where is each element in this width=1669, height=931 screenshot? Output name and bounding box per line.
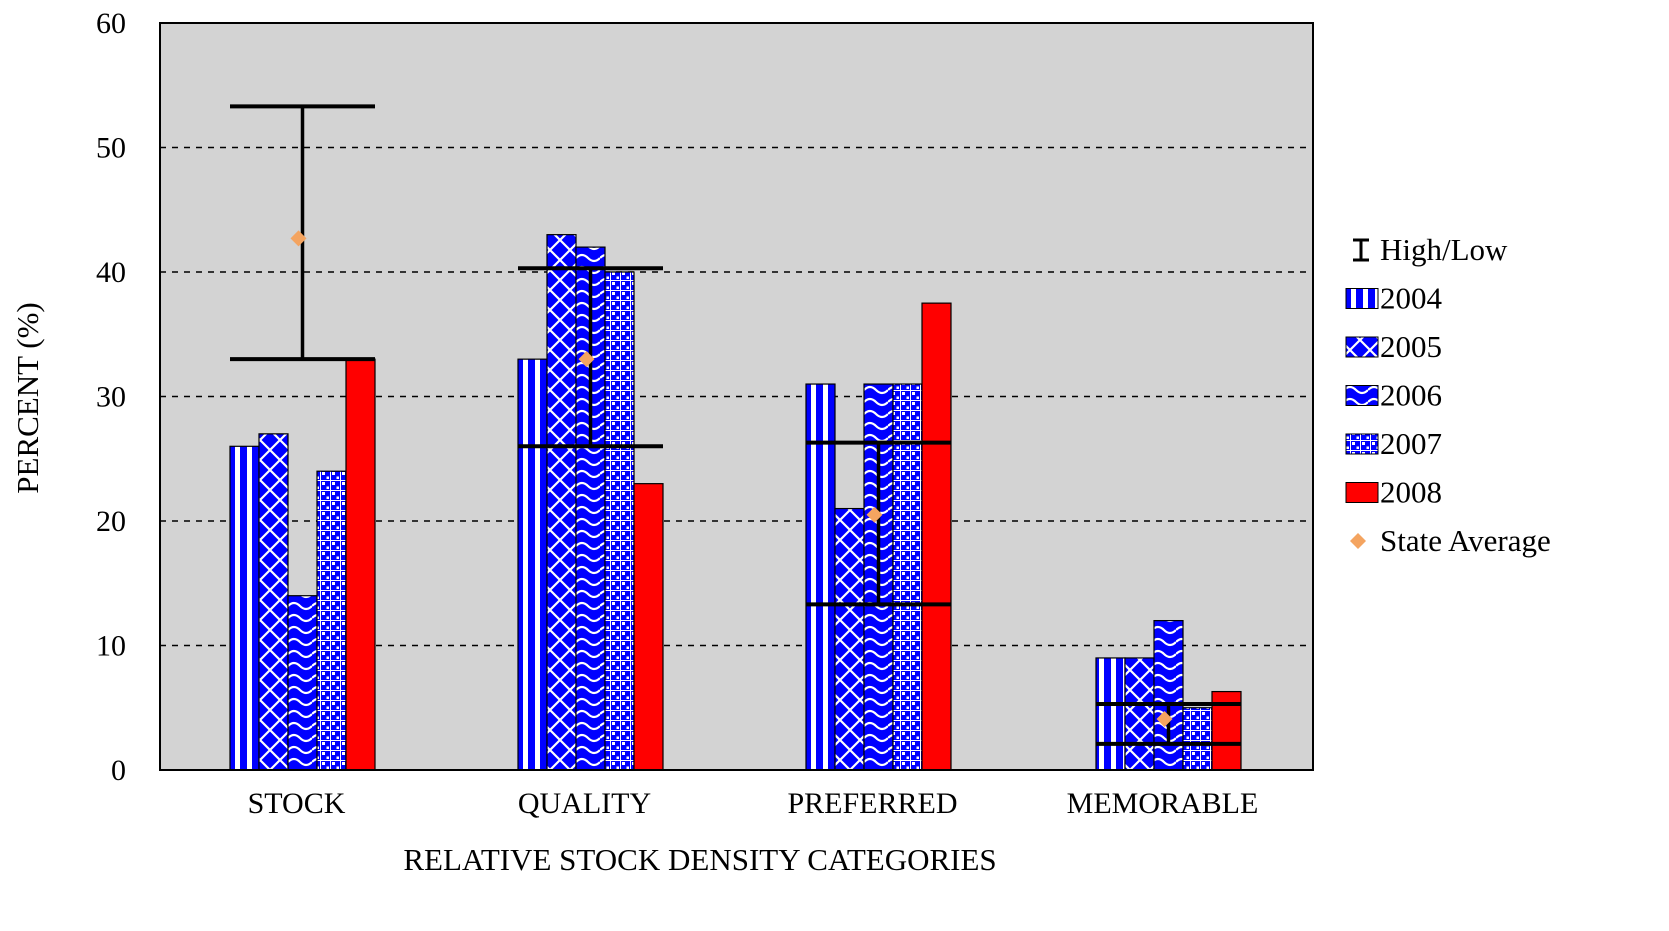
state-average-point-preferred <box>866 506 883 523</box>
legend-label-2004: 2004 <box>1380 281 1443 316</box>
state-average-markers <box>290 230 1173 727</box>
legend-label-state-average: State Average <box>1380 523 1551 558</box>
bar-memorable-2007 <box>1182 707 1213 771</box>
bar-stock-2005 <box>258 433 289 771</box>
bar-stock-2004 <box>229 445 260 771</box>
bar-quality-2008 <box>633 483 664 771</box>
bar-preferred-2004 <box>805 383 836 771</box>
y-tick-label: 50 <box>96 132 126 165</box>
x-tick-label-memorable: MEMORABLE <box>1067 787 1259 820</box>
state-average-point-stock <box>290 230 307 247</box>
bar-stock-2006 <box>287 595 318 771</box>
y-axis-ticks: 0 10 20 30 40 50 60 <box>96 7 126 787</box>
bar-stock-2007 <box>316 470 347 771</box>
x-axis-ticks: STOCK QUALITY PREFERRED MEMORABLE <box>248 787 1259 820</box>
legend-label-high-low: High/Low <box>1380 232 1508 267</box>
bar-quality-2004 <box>517 358 548 771</box>
bar-quality-2005 <box>546 234 577 771</box>
y-tick-label: 0 <box>111 754 126 787</box>
y-axis-title: PERCENT (%) <box>10 302 45 493</box>
x-axis-title: RELATIVE STOCK DENSITY CATEGORIES <box>403 842 996 877</box>
bar-memorable-2006 <box>1153 619 1184 771</box>
bar-stock-2008 <box>345 358 376 771</box>
bar-quality-2007 <box>604 271 635 771</box>
y-tick-label: 20 <box>96 505 126 538</box>
legend-swatch-2007 <box>1345 433 1379 455</box>
legend-swatch-2008 <box>1345 482 1379 503</box>
legend-label-2005: 2005 <box>1380 329 1442 364</box>
x-tick-label-preferred: PREFERRED <box>787 787 957 820</box>
y-tick-label: 10 <box>96 630 126 663</box>
state-average-point-quality <box>578 351 595 368</box>
legend-state-average-icon <box>1350 533 1366 549</box>
state-average-point-memorable <box>1156 710 1173 727</box>
legend-swatch-2004 <box>1345 288 1379 309</box>
bar-memorable-2004 <box>1095 657 1126 771</box>
bar-memorable-2005 <box>1124 657 1155 771</box>
x-tick-label-stock: STOCK <box>248 787 346 820</box>
y-tick-label: 30 <box>96 381 126 414</box>
plot-frame <box>159 22 1314 771</box>
legend-label-2006: 2006 <box>1380 378 1442 413</box>
y-tick-label: 40 <box>96 256 126 289</box>
legend-swatch-2006 <box>1345 385 1379 406</box>
legend: High/Low 2004 2005 2006 2007 2008 State Averag… <box>1345 232 1551 558</box>
bar-preferred-2007 <box>892 383 923 771</box>
legend-label-2008: 2008 <box>1380 475 1442 510</box>
y-tick-label: 60 <box>96 7 126 40</box>
legend-label-2007: 2007 <box>1380 426 1442 461</box>
bar-preferred-2005 <box>834 507 865 771</box>
x-tick-label-quality: QUALITY <box>518 787 651 820</box>
bar-preferred-2008 <box>921 302 952 771</box>
legend-swatch-2005 <box>1345 336 1379 358</box>
